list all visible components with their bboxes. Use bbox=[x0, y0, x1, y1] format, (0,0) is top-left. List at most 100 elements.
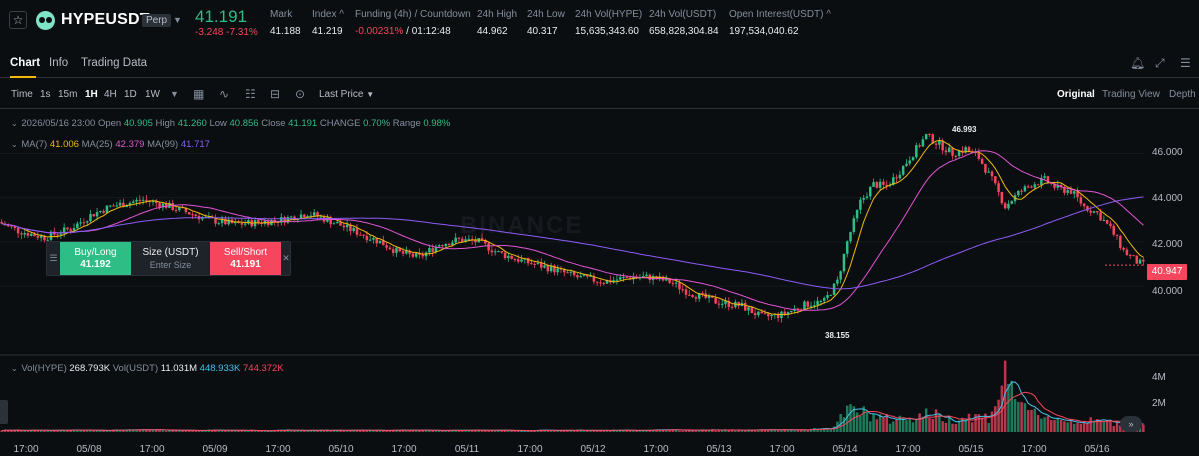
volume-bar bbox=[760, 429, 763, 432]
view-trading-view[interactable]: Trading View bbox=[1102, 89, 1160, 100]
timeframe-1h[interactable]: 1H bbox=[85, 89, 98, 100]
size-input[interactable]: Size (USDT) Enter Size bbox=[131, 242, 210, 275]
candle-body bbox=[615, 279, 619, 281]
calendar-icon[interactable]: ▦ bbox=[193, 87, 205, 101]
candle-body bbox=[503, 252, 507, 259]
volume-bar bbox=[579, 429, 582, 432]
volume-bar bbox=[270, 430, 273, 432]
candle-body bbox=[441, 245, 444, 247]
scroll-to-latest-button[interactable]: » bbox=[1120, 416, 1142, 432]
volume-bar bbox=[477, 430, 480, 432]
timeframe-time[interactable]: Time bbox=[11, 89, 33, 100]
indicator-icon[interactable]: ∿ bbox=[219, 87, 230, 101]
volume-bar bbox=[158, 429, 161, 432]
settings-icon[interactable]: ☷ bbox=[245, 87, 256, 101]
volume-bar bbox=[609, 430, 612, 432]
candle-body bbox=[908, 160, 911, 164]
candle-body bbox=[599, 282, 602, 284]
candle-body bbox=[62, 227, 66, 234]
collapse-icon[interactable]: ⌄ bbox=[11, 140, 18, 149]
tab-chart[interactable]: Chart bbox=[10, 57, 41, 69]
volume-bar bbox=[155, 429, 158, 432]
view-depth[interactable]: Depth bbox=[1169, 89, 1196, 100]
candle-body bbox=[484, 239, 487, 244]
volusdt-value: 11.031M bbox=[160, 363, 198, 374]
candle-body bbox=[33, 233, 36, 237]
left-panel-handle[interactable] bbox=[0, 400, 8, 424]
candle-body bbox=[345, 224, 349, 228]
volume-bar bbox=[931, 418, 935, 432]
timeframe-1d[interactable]: 1D bbox=[124, 89, 137, 100]
volume-bar bbox=[816, 429, 819, 432]
candle-body bbox=[674, 282, 678, 284]
candle-body bbox=[85, 221, 89, 223]
volume-bar bbox=[141, 429, 145, 432]
candle-body bbox=[526, 258, 530, 264]
candle-body bbox=[875, 182, 879, 188]
drag-handle-icon[interactable]: ☰ bbox=[49, 253, 58, 263]
volume-bar bbox=[845, 405, 849, 432]
candle-body bbox=[543, 265, 546, 268]
legend-range-label: Range bbox=[392, 118, 421, 129]
funding-countdown: / 01:12:48 bbox=[403, 26, 451, 37]
stat-value: 197,534,040.62 bbox=[729, 26, 799, 37]
price-type-select[interactable]: Last Price ▼ bbox=[319, 89, 374, 100]
candle-body bbox=[878, 181, 882, 188]
symbol-name[interactable]: HYPEUSDT bbox=[61, 11, 150, 28]
volume-bar bbox=[1089, 417, 1092, 432]
volume-bar bbox=[1119, 425, 1122, 432]
timeframe-1s[interactable]: 1s bbox=[40, 89, 51, 100]
timeframe-15m[interactable]: 15m bbox=[58, 89, 78, 100]
favorite-star-icon[interactable]: ☆ bbox=[9, 11, 27, 29]
volume-bar bbox=[859, 415, 862, 432]
collapse-icon[interactable]: ⌄ bbox=[11, 364, 18, 373]
candle-body bbox=[872, 182, 875, 187]
more-icon[interactable]: ☰ bbox=[1180, 56, 1191, 70]
time-tick: 05/10 bbox=[328, 444, 354, 455]
candle-body bbox=[372, 238, 375, 240]
candle-body bbox=[839, 271, 842, 280]
bell-icon[interactable]: 🔔︎ bbox=[1130, 56, 1146, 70]
volume-bar bbox=[382, 430, 385, 432]
timeframe-4h[interactable]: 4H bbox=[104, 89, 117, 100]
candle-body bbox=[217, 223, 221, 225]
stat-open-interest[interactable]: Open Interest(USDT) ^ 197,534,040.62 bbox=[729, 9, 831, 37]
template-icon[interactable]: ⊟ bbox=[270, 87, 281, 101]
sell-short-button[interactable]: Sell/Short 41.191 bbox=[210, 242, 281, 275]
view-original[interactable]: Original bbox=[1057, 89, 1095, 100]
candle-body bbox=[997, 183, 1000, 192]
candle-body bbox=[391, 249, 395, 253]
candle-body bbox=[849, 232, 852, 242]
stat-index[interactable]: Index ^ 41.219 bbox=[312, 9, 344, 37]
tab-info[interactable]: Info bbox=[49, 57, 69, 69]
candle-body bbox=[405, 250, 408, 254]
candle-body bbox=[428, 248, 431, 253]
volume-bar bbox=[648, 430, 652, 432]
tab-trading-data[interactable]: Trading Data bbox=[81, 57, 148, 69]
volume-bar bbox=[447, 430, 451, 432]
expand-icon[interactable]: ⤢ bbox=[1155, 56, 1165, 70]
candle-body bbox=[395, 247, 398, 253]
close-icon[interactable]: ✕ bbox=[282, 253, 290, 263]
candle-body bbox=[421, 254, 425, 257]
candle-body bbox=[697, 293, 701, 299]
volume-bar bbox=[500, 430, 504, 432]
buy-long-button[interactable]: Buy/Long 41.192 bbox=[60, 242, 131, 275]
volume-bar bbox=[628, 430, 632, 432]
volume-bar bbox=[635, 430, 638, 432]
candle-body bbox=[1030, 186, 1033, 188]
volume-bar bbox=[796, 429, 800, 432]
ma25-line bbox=[1, 150, 1144, 311]
target-icon[interactable]: ⊙ bbox=[295, 87, 306, 101]
sell-label: Sell/Short bbox=[223, 247, 268, 258]
volume-bar bbox=[786, 430, 790, 432]
volume-bar bbox=[892, 421, 895, 432]
volume-bar bbox=[145, 429, 148, 432]
candle-body bbox=[566, 272, 569, 274]
candlestick-chart[interactable] bbox=[0, 110, 1199, 456]
timeframe-dropdown-icon[interactable]: ▼ bbox=[170, 89, 179, 99]
candle-body bbox=[1020, 190, 1023, 192]
symbol-dropdown-caret-icon[interactable]: ▼ bbox=[173, 15, 182, 25]
collapse-icon[interactable]: ⌄ bbox=[11, 119, 18, 128]
timeframe-1w[interactable]: 1W bbox=[145, 89, 160, 100]
